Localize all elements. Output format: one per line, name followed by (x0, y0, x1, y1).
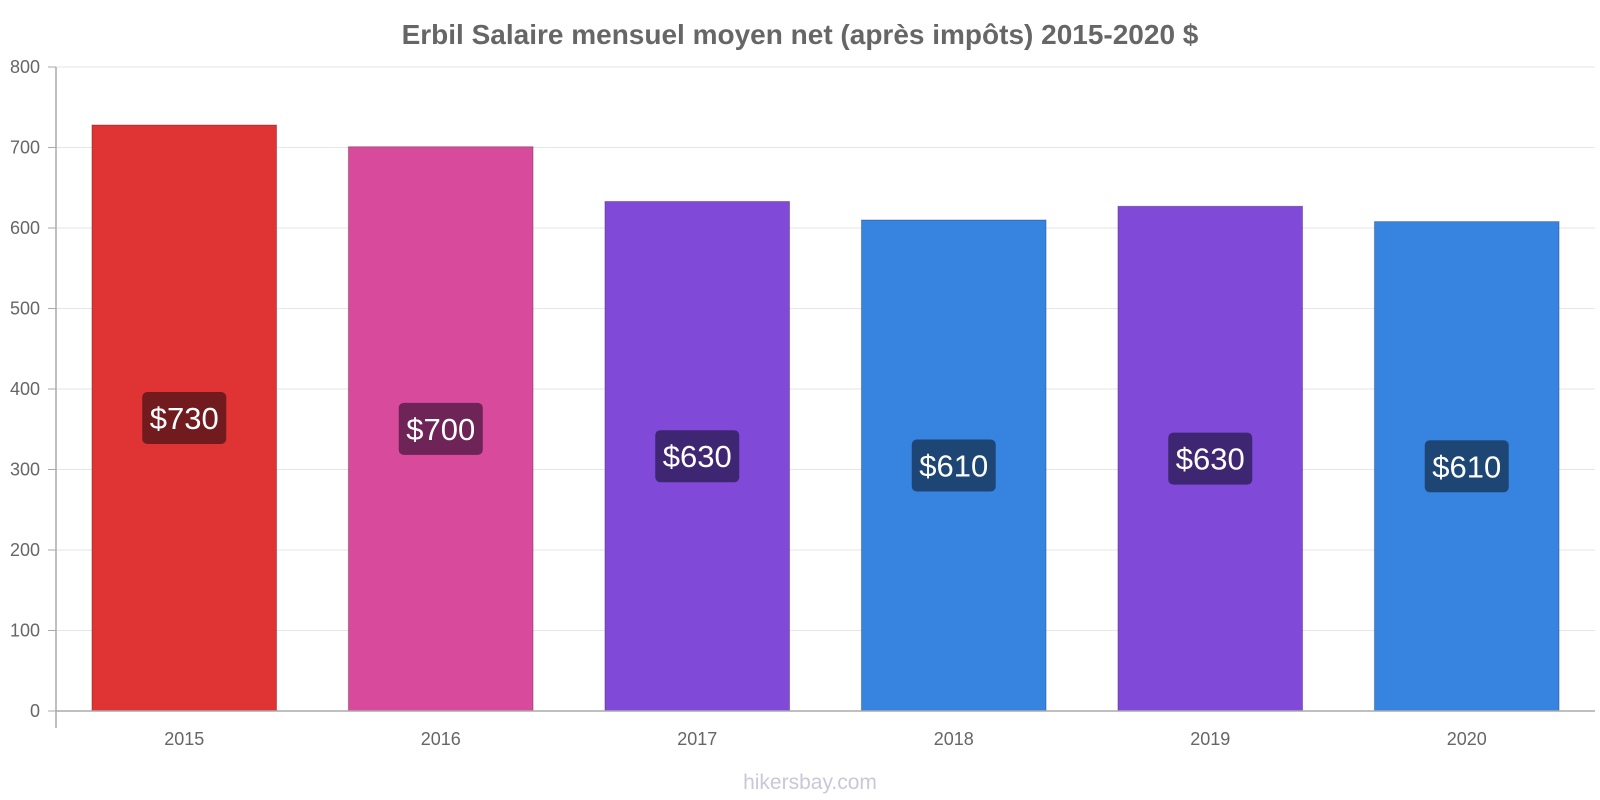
y-tick-label: 800 (10, 57, 40, 77)
y-tick-label: 700 (10, 138, 40, 158)
y-tick-label: 0 (30, 701, 40, 721)
data-label-background (1168, 432, 1253, 485)
y-tick-label: 300 (10, 460, 40, 480)
data-label-background (911, 439, 996, 492)
y-tick-label: 400 (10, 379, 40, 399)
y-tick-label: 600 (10, 218, 40, 238)
axes: 0 100 200 300 400 500 600 700 800 2015 2016 2017 201… (10, 57, 1595, 749)
data-label: $610 (1432, 449, 1501, 484)
data-label-background (398, 402, 483, 455)
x-tick-label: 2017 (677, 729, 717, 749)
y-tick-label: 500 (10, 299, 40, 319)
x-tick-label: 2018 (934, 729, 974, 749)
y-tick-label: 100 (10, 621, 40, 641)
x-tick-label: 2019 (1190, 729, 1230, 749)
data-label: $610 (919, 448, 988, 483)
data-label: $630 (663, 439, 732, 474)
data-labels: $730 $700 $630 $610 $630 $610 (142, 391, 1509, 493)
data-label: $700 (406, 412, 475, 447)
data-label: $630 (1176, 442, 1245, 477)
data-label-background (1424, 440, 1509, 493)
watermark-text: hikersbay.com (743, 771, 877, 794)
data-label: $730 (150, 401, 219, 436)
data-label-background (142, 391, 227, 444)
y-tick-label: 200 (10, 540, 40, 560)
grid-lines (56, 66, 1595, 631)
x-tick-label: 2020 (1447, 729, 1487, 749)
chart-title: Erbil Salaire mensuel moyen net (après i… (402, 19, 1199, 50)
bars (91, 124, 1560, 712)
data-label-background (655, 430, 740, 483)
x-tick-label: 2016 (421, 729, 461, 749)
x-tick-label: 2015 (164, 729, 204, 749)
